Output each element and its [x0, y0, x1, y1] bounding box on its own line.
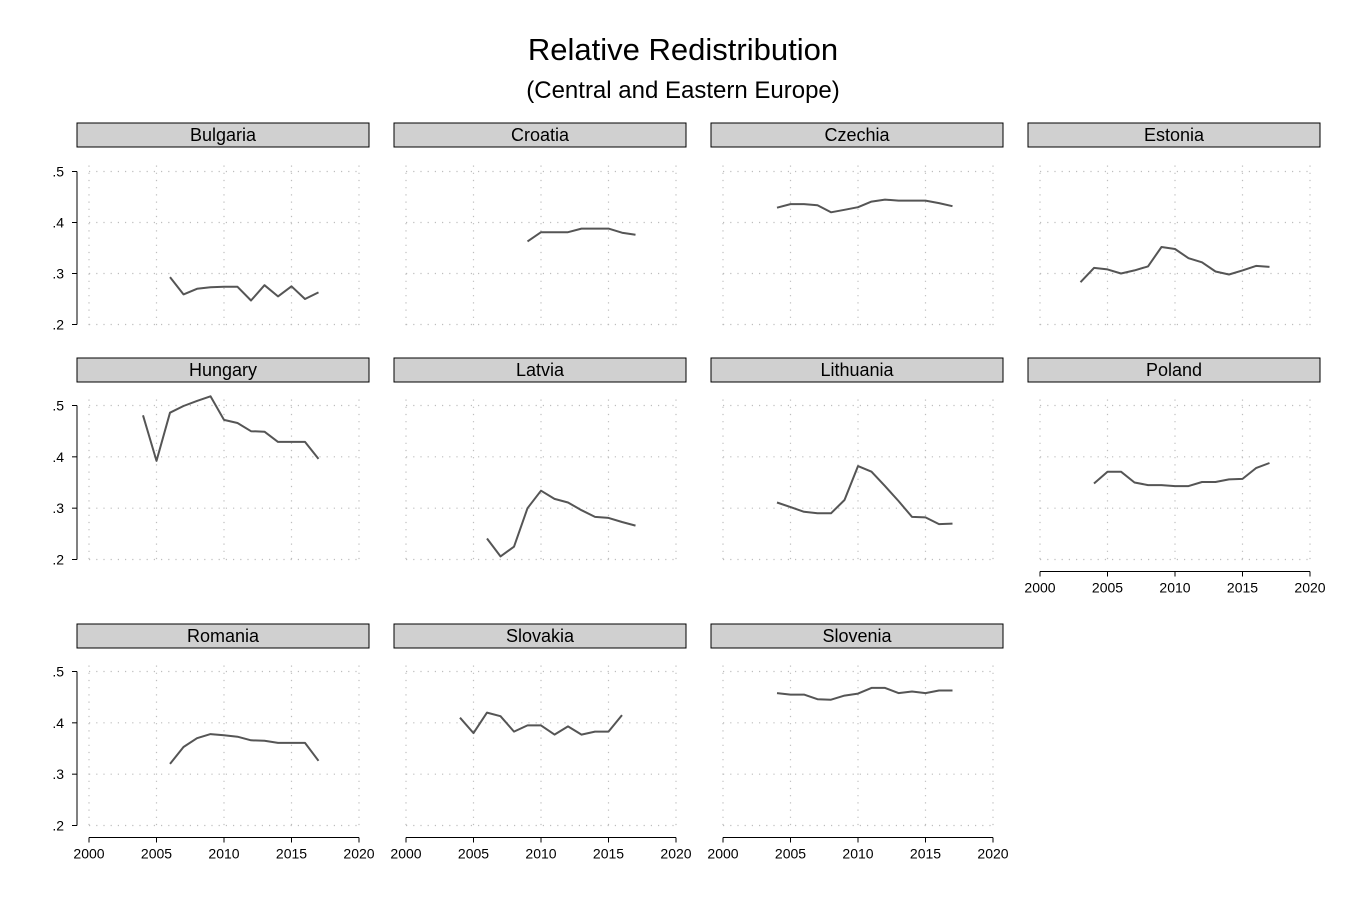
y-tick-label: .4 — [52, 449, 64, 465]
series-line — [776, 198, 953, 214]
y-tick-label: .2 — [52, 552, 64, 568]
y-tick-label: .5 — [52, 398, 64, 414]
panel-header-label: Romania — [187, 626, 260, 646]
x-tick-label: 2000 — [1024, 580, 1055, 596]
panel-header — [1027, 357, 1321, 383]
series-line — [169, 276, 319, 302]
x-tick-label: 2010 — [208, 846, 239, 862]
y-tick-label: .3 — [52, 500, 64, 516]
panel-header — [393, 122, 687, 148]
x-tick-label: 2010 — [842, 846, 873, 862]
x-tick-label: 2020 — [1294, 580, 1325, 596]
x-tick-label: 2010 — [1159, 580, 1190, 596]
y-tick-label: .2 — [52, 818, 64, 834]
panel-slovakia: Slovakia 2000 2005 2010 2015 2020 — [390, 623, 692, 862]
panel-header — [710, 122, 1004, 148]
panel-header-label: Slovenia — [822, 626, 892, 646]
panel-header-label: Poland — [1146, 360, 1202, 380]
panel-latvia: Latvia — [393, 357, 687, 564]
panel-header-label: Estonia — [1144, 125, 1205, 145]
x-tick-label: 2015 — [593, 846, 624, 862]
panel-header-label: Latvia — [516, 360, 565, 380]
x-tick-label: 2000 — [73, 846, 104, 862]
panel-header — [710, 623, 1004, 649]
series-line — [776, 465, 953, 526]
panel-header — [76, 122, 370, 148]
series-line — [486, 489, 636, 558]
y-tick-label: .5 — [52, 164, 64, 180]
panel-header — [1027, 122, 1321, 148]
x-tick-label: 2005 — [1092, 580, 1123, 596]
series-line — [459, 711, 623, 736]
x-tick-label: 2015 — [910, 846, 941, 862]
x-tick-label: 2015 — [276, 846, 307, 862]
y-tick-label: .4 — [52, 215, 64, 231]
panel-hungary: Hungary .2 .3 .4 .5 — [52, 357, 370, 568]
panel-header — [76, 357, 370, 383]
panel-estonia: Estonia — [1027, 122, 1321, 329]
panel-romania: Romania .2 .3 .4 .5 2000 2005 2010 2015 2020 — [52, 623, 375, 862]
panel-czechia: Czechia — [710, 122, 1004, 329]
panel-header-label: Croatia — [511, 125, 570, 145]
y-tick-label: .3 — [52, 266, 64, 282]
x-tick-label: 2010 — [525, 846, 556, 862]
panel-header — [393, 623, 687, 649]
panel-bulgaria: Bulgaria .2 .3 .4 .5 — [52, 122, 370, 333]
series-line — [526, 227, 636, 243]
x-tick-label: 2005 — [775, 846, 806, 862]
series-line — [142, 395, 320, 462]
panel-header — [710, 357, 1004, 383]
x-tick-label: 2000 — [390, 846, 421, 862]
panel-header-label: Hungary — [189, 360, 257, 380]
panel-slovenia: Slovenia 2000 2005 2010 2015 2020 — [707, 623, 1009, 862]
panel-header-label: Bulgaria — [190, 125, 257, 145]
series-line — [1079, 246, 1270, 283]
x-tick-label: 2015 — [1227, 580, 1258, 596]
series-line — [776, 686, 953, 701]
panel-poland: Poland 2000 2005 2010 2015 2020 — [1024, 357, 1326, 596]
y-tick-label: .3 — [52, 766, 64, 782]
panel-croatia: Croatia — [393, 122, 687, 329]
y-tick-label: .2 — [52, 317, 64, 333]
x-tick-label: 2005 — [458, 846, 489, 862]
panel-header-label: Lithuania — [820, 360, 894, 380]
series-line — [169, 733, 320, 765]
panel-header — [393, 357, 687, 383]
chart-subtitle: (Central and Eastern Europe) — [526, 77, 840, 104]
panel-header — [76, 623, 370, 649]
series-line — [1093, 462, 1270, 488]
panel-header-label: Slovakia — [506, 626, 575, 646]
panel-header-label: Czechia — [824, 125, 890, 145]
x-tick-label: 2000 — [707, 846, 738, 862]
x-tick-label: 2005 — [141, 846, 172, 862]
y-tick-label: .4 — [52, 715, 64, 731]
y-tick-label: .5 — [52, 664, 64, 680]
x-tick-label: 2020 — [977, 846, 1008, 862]
chart-title: Relative Redistribution — [527, 32, 839, 67]
panel-lithuania: Lithuania — [710, 357, 1004, 564]
x-tick-label: 2020 — [660, 846, 691, 862]
x-tick-label: 2020 — [343, 846, 374, 862]
